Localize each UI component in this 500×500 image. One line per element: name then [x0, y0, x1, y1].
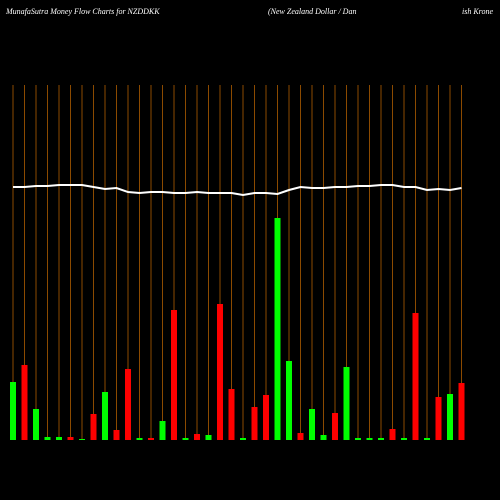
bar [320, 435, 327, 440]
bar [79, 439, 85, 440]
bar [332, 413, 338, 440]
bar [309, 409, 315, 440]
bar [90, 414, 97, 440]
chart-subtitle-tail: ish Krone [462, 7, 493, 16]
chart-title: MunafaSutra Money Flow Charts for NZDDKK [5, 7, 160, 16]
bar [182, 438, 189, 440]
bar [286, 361, 292, 440]
bar [366, 438, 373, 440]
bar [159, 421, 166, 440]
bar [343, 367, 350, 440]
bar [136, 438, 143, 440]
bar [33, 409, 39, 440]
price-line [13, 184, 462, 197]
bar [44, 437, 51, 440]
bar [125, 369, 131, 440]
bar [102, 392, 108, 440]
bar [217, 304, 223, 440]
bar [389, 429, 396, 440]
chart-subtitle: (New Zealand Dollar / Dan [268, 7, 356, 16]
bar [378, 438, 384, 440]
bar [401, 438, 407, 440]
bar [412, 313, 419, 440]
bar [297, 433, 304, 440]
bar [458, 383, 465, 440]
bar [435, 397, 442, 440]
bar [251, 407, 258, 440]
bar [205, 435, 212, 440]
bar [194, 434, 200, 440]
bar [355, 438, 361, 440]
bar [21, 365, 28, 440]
bar [228, 389, 235, 440]
bar [67, 437, 74, 440]
bar [171, 310, 177, 440]
bar [263, 395, 269, 440]
bar [424, 438, 430, 440]
bar [148, 438, 154, 440]
bar [240, 438, 246, 440]
bar [10, 382, 16, 440]
bar [274, 218, 281, 440]
bar [113, 430, 120, 440]
bar [56, 437, 62, 440]
bar [447, 394, 453, 440]
